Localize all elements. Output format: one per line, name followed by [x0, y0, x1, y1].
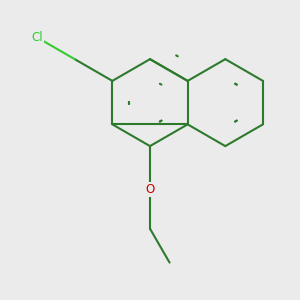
Text: O: O: [146, 183, 154, 196]
Text: Cl: Cl: [31, 31, 43, 44]
